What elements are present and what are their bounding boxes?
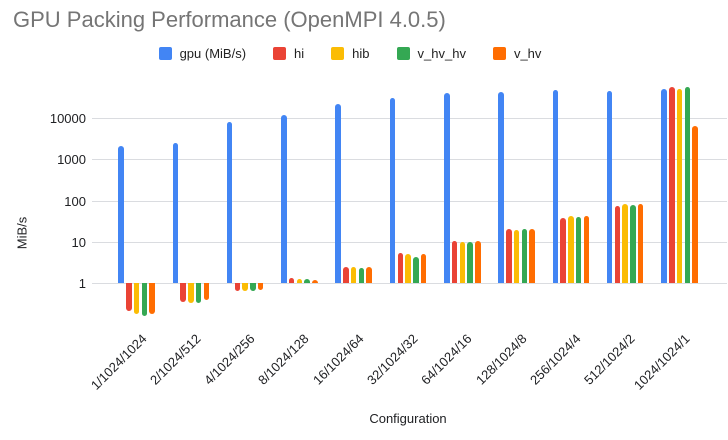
legend-label: v_hv bbox=[513, 46, 542, 61]
bar[interactable] bbox=[529, 229, 535, 283]
bar[interactable] bbox=[281, 114, 287, 283]
bar[interactable] bbox=[552, 89, 559, 283]
bar[interactable] bbox=[141, 283, 147, 316]
bar[interactable] bbox=[257, 283, 264, 291]
bar[interactable] bbox=[126, 283, 132, 311]
y-axis-tick-label: 1 bbox=[78, 276, 86, 291]
bar[interactable] bbox=[188, 283, 194, 303]
bar[interactable] bbox=[575, 216, 582, 283]
legend-item: hib bbox=[331, 46, 370, 61]
gridline bbox=[92, 200, 727, 202]
legend-label: v_hv_hv bbox=[417, 46, 466, 61]
gridline bbox=[92, 283, 727, 284]
bar[interactable] bbox=[172, 142, 179, 283]
y-axis-tick-label: 10 bbox=[71, 234, 86, 250]
bar[interactable] bbox=[133, 283, 140, 314]
x-axis-tick-label: 256/1024/4 bbox=[526, 331, 584, 388]
bar[interactable] bbox=[444, 93, 450, 283]
bar[interactable] bbox=[669, 87, 675, 283]
bar[interactable] bbox=[568, 216, 574, 283]
bar[interactable] bbox=[343, 266, 349, 283]
legend-label: hi bbox=[294, 46, 305, 61]
gridline bbox=[92, 118, 727, 119]
bar[interactable] bbox=[312, 279, 318, 283]
gridline bbox=[92, 159, 727, 161]
bar[interactable] bbox=[304, 279, 310, 283]
legend: gpu (MiB/s) hi hib v_hv_hv v_hv bbox=[0, 46, 700, 61]
bar[interactable] bbox=[226, 121, 233, 283]
y-axis-title: MiB/s bbox=[14, 216, 30, 250]
bar[interactable] bbox=[149, 283, 155, 314]
bar[interactable] bbox=[335, 103, 341, 283]
legend-swatch-icon bbox=[396, 47, 410, 60]
legend-swatch-icon bbox=[331, 47, 345, 60]
bar[interactable] bbox=[521, 229, 528, 283]
legend-swatch-icon bbox=[492, 47, 506, 60]
bar[interactable] bbox=[467, 241, 473, 283]
bar[interactable] bbox=[606, 91, 613, 283]
y-axis-tick-label: 1000 bbox=[57, 152, 86, 168]
x-axis-tick-label: 2/1024/512 bbox=[146, 331, 204, 388]
bar[interactable] bbox=[583, 216, 590, 283]
bar[interactable] bbox=[288, 278, 295, 283]
legend-label: gpu (MiB/s) bbox=[179, 46, 247, 61]
gridline bbox=[92, 241, 727, 243]
bar[interactable] bbox=[506, 229, 512, 283]
legend-label: hib bbox=[352, 46, 370, 61]
bar[interactable] bbox=[234, 283, 241, 291]
bar[interactable] bbox=[451, 240, 458, 283]
bar[interactable] bbox=[389, 97, 396, 283]
bar[interactable] bbox=[475, 241, 481, 283]
bar[interactable] bbox=[180, 283, 186, 302]
bar[interactable] bbox=[420, 253, 427, 283]
legend-item: v_hv_hv bbox=[396, 46, 466, 61]
bar[interactable] bbox=[676, 89, 683, 283]
legend-item: hi bbox=[273, 46, 304, 61]
bar[interactable] bbox=[684, 87, 690, 283]
bar[interactable] bbox=[661, 89, 667, 283]
bar[interactable] bbox=[405, 253, 411, 283]
bar[interactable] bbox=[242, 283, 248, 291]
y-axis-tick-label: 100 bbox=[64, 193, 86, 209]
x-axis-tick-label: 512/1024/2 bbox=[581, 331, 638, 388]
legend-swatch-icon bbox=[158, 47, 172, 60]
chart-title: GPU Packing Performance (OpenMPI 4.0.5) bbox=[13, 7, 446, 32]
x-axis-tick-label: 1/1024/1024 bbox=[87, 331, 150, 393]
bar[interactable] bbox=[397, 253, 403, 283]
legend-item: v_hv bbox=[492, 46, 542, 61]
bar[interactable] bbox=[195, 283, 202, 303]
bar[interactable] bbox=[358, 268, 365, 283]
bar[interactable] bbox=[250, 283, 256, 291]
bar[interactable] bbox=[203, 283, 210, 301]
x-axis-tick-label: 4/1024/256 bbox=[201, 331, 258, 388]
bar[interactable] bbox=[637, 204, 644, 283]
bar[interactable] bbox=[413, 257, 419, 283]
bar[interactable] bbox=[118, 145, 124, 283]
bar[interactable] bbox=[498, 91, 504, 283]
bar[interactable] bbox=[459, 241, 466, 283]
x-axis-title: Configuration bbox=[369, 411, 447, 426]
legend-swatch-icon bbox=[273, 47, 287, 60]
legend-item: gpu (MiB/s) bbox=[158, 46, 247, 61]
bar[interactable] bbox=[366, 267, 372, 283]
bar[interactable] bbox=[614, 205, 621, 283]
y-axis-tick-label: 10000 bbox=[49, 111, 86, 126]
bar[interactable] bbox=[692, 126, 698, 283]
bar[interactable] bbox=[560, 217, 566, 283]
bar[interactable] bbox=[296, 279, 303, 283]
bar[interactable] bbox=[630, 204, 636, 283]
bar[interactable] bbox=[622, 203, 628, 283]
bar[interactable] bbox=[350, 267, 357, 283]
bar[interactable] bbox=[513, 230, 520, 283]
